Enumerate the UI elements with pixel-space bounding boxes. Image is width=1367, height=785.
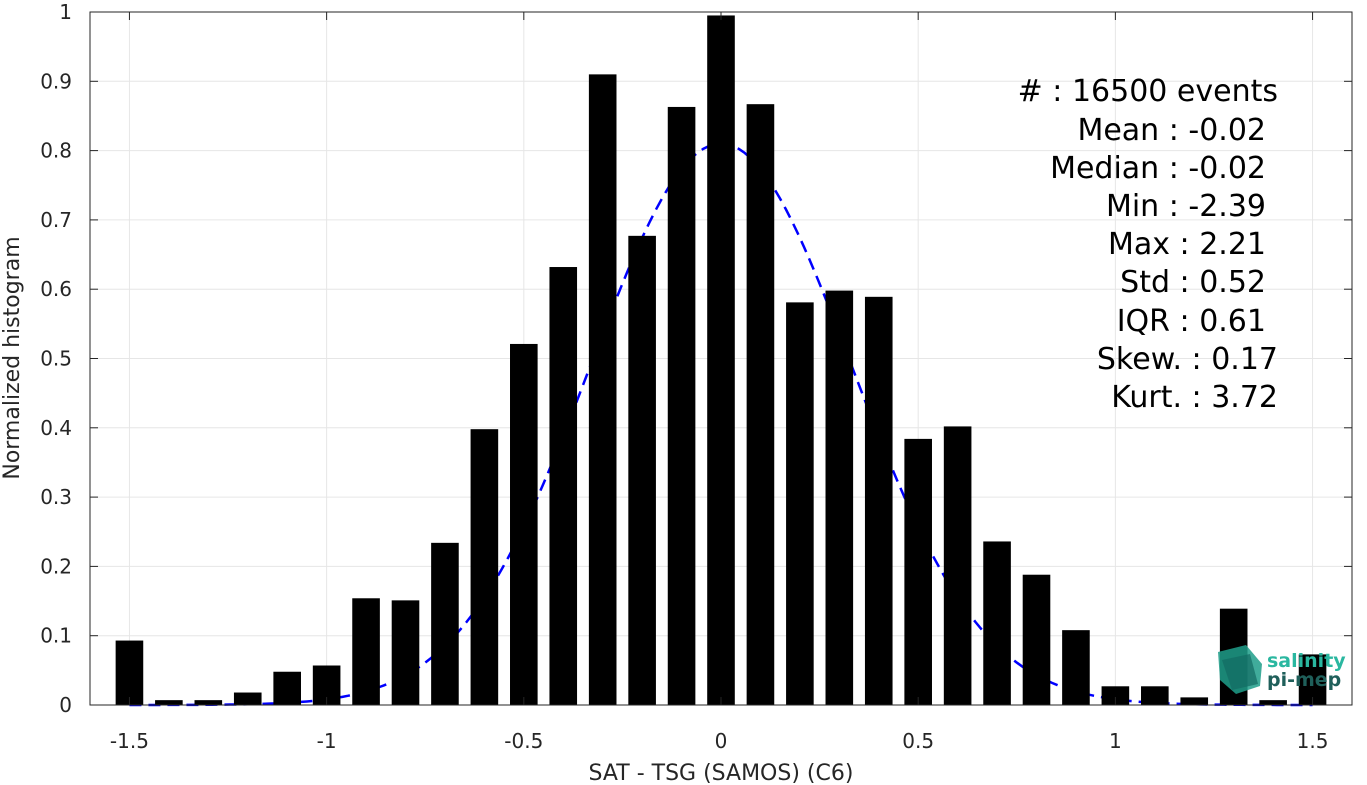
logo-shade-icon [1222, 654, 1258, 690]
histogram-bar [155, 700, 183, 705]
y-tick-label: 0.1 [40, 624, 72, 648]
salinity-pi-mep-logo: salinity pi-mep [1218, 645, 1346, 694]
y-tick-label: 0.9 [40, 69, 72, 93]
histogram-bar [1259, 700, 1287, 705]
y-tick-label: 0.4 [40, 416, 72, 440]
stat-skew: Skew. : 0.17 [1097, 342, 1278, 377]
histogram-bar [667, 106, 696, 706]
histogram-bar [273, 671, 301, 705]
y-tick-label: 0.3 [40, 485, 72, 509]
histogram-bar [1180, 697, 1209, 705]
x-tick-label: 0 [715, 729, 728, 753]
x-tick-label: 0.5 [902, 729, 934, 753]
histogram-bar [943, 426, 972, 705]
histogram-bar [431, 542, 459, 705]
bars [115, 15, 1327, 706]
y-tick-label: 0.8 [40, 139, 72, 163]
histogram-bar [549, 267, 578, 705]
histogram-bar [1141, 686, 1169, 705]
histogram-bar [825, 290, 854, 705]
histogram-bar [115, 640, 144, 705]
histogram-bar [1101, 686, 1130, 705]
histogram-bar [746, 104, 775, 705]
stat-max: Max : 2.21 [1108, 227, 1266, 262]
histogram-bar [628, 235, 656, 706]
stat-std: Std : 0.52 [1120, 265, 1266, 300]
ticks: -1.5 -1 -0.5 0 0.5 1 1.5 0 0.1 0.2 0.3 0.4 0.5 0.6 0.7… [40, 0, 1352, 753]
x-axis-label: SAT - TSG (SAMOS) (C6) [589, 761, 854, 785]
y-tick-label: 0.5 [40, 347, 72, 371]
x-tick-label: 1 [1109, 729, 1122, 753]
histogram-bar [391, 600, 420, 705]
stat-min: Min : -2.39 [1106, 189, 1266, 224]
x-tick-label: -1 [317, 729, 337, 753]
y-tick-label: 0.6 [40, 277, 72, 301]
histogram-bar [470, 429, 499, 705]
y-axis-label: Normalized histogram [0, 236, 25, 479]
x-tick-label: -0.5 [504, 729, 543, 753]
stat-iqr: IQR : 0.61 [1117, 304, 1266, 339]
logo-salinity-text: salinity [1267, 650, 1346, 672]
stat-events: # : 16500 events [1018, 74, 1278, 109]
histogram-bar [1062, 630, 1090, 705]
histogram-bar [233, 692, 262, 705]
histogram-bar [983, 541, 1011, 705]
histogram-bar [786, 302, 814, 705]
y-tick-label: 0.2 [40, 554, 72, 578]
y-tick-label: 0.7 [40, 208, 72, 232]
x-tick-label: -1.5 [110, 729, 149, 753]
stat-kurt: Kurt. : 3.72 [1111, 380, 1278, 415]
histogram-bar [194, 700, 223, 705]
stats-box: # : 16500 events Mean : -0.02 Median : -… [1018, 74, 1278, 415]
stat-median: Median : -0.02 [1050, 151, 1266, 186]
histogram-bar [352, 598, 380, 705]
histogram-bar [1298, 654, 1327, 705]
x-tick-label: 1.5 [1297, 729, 1329, 753]
histogram-bar [864, 296, 893, 705]
histogram-bar [707, 15, 735, 705]
histogram-bar [1022, 574, 1051, 705]
histogram-bar [510, 343, 538, 705]
histogram-bar [904, 438, 932, 705]
histogram-bar [588, 74, 617, 706]
y-tick-label: 0 [59, 693, 72, 717]
y-tick-label: 1 [59, 0, 72, 24]
logo-pi-mep-text: pi-mep [1267, 669, 1341, 691]
stat-mean: Mean : -0.02 [1077, 113, 1266, 148]
